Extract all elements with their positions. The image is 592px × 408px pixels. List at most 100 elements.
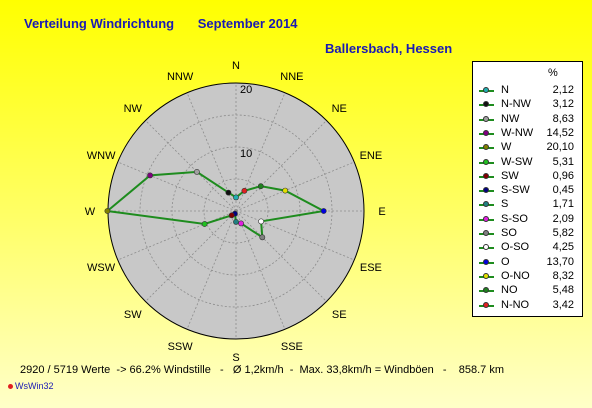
legend-value: 5,48 — [552, 284, 574, 297]
direction-label: ESE — [360, 262, 382, 274]
legend-unit: % — [548, 67, 558, 79]
legend-value: 3,12 — [552, 98, 574, 111]
direction-label: SE — [332, 309, 347, 321]
grid-spoke — [145, 210, 237, 302]
direction-label: SW — [124, 309, 142, 321]
data-point — [257, 183, 264, 190]
legend-value: 8,32 — [552, 269, 574, 282]
direction-label: N — [232, 60, 240, 72]
data-point — [233, 218, 239, 225]
legend-direction: S — [501, 198, 509, 211]
legend-marker-icon — [483, 301, 489, 308]
legend-value: 5,82 — [552, 227, 574, 239]
legend-value: 3,42 — [552, 298, 574, 311]
legend-row: SO 5,82 — [473, 226, 582, 242]
copyright-text: WsWin32 — [15, 381, 54, 391]
legend-marker-icon — [483, 101, 489, 108]
copyright: WsWin32 — [8, 381, 54, 391]
legend-row: S-SO 2,09 — [473, 212, 582, 228]
legend-value: 2,09 — [552, 212, 574, 225]
legend-row: NW 8,63 — [473, 112, 582, 128]
legend-row: O 13,70 — [473, 255, 582, 271]
location-label: Ballersbach, Hessen — [325, 41, 453, 56]
copyright-dot-icon — [8, 384, 13, 390]
legend-marker-icon — [483, 158, 489, 165]
legend-row: SW 0,96 — [473, 169, 582, 185]
legend-row: N 2,12 — [473, 83, 582, 99]
legend-marker-icon — [483, 215, 489, 222]
legend-row: O-NO 8,32 — [473, 269, 582, 285]
legend-direction: W-NW — [501, 126, 534, 139]
legend-row: O-SO 4,25 — [473, 240, 582, 256]
legend-direction: NW — [501, 112, 520, 125]
grid-spoke — [186, 210, 237, 330]
direction-label: ENE — [360, 150, 383, 162]
legend-row: W 20,10 — [473, 140, 582, 156]
legend-marker-icon — [483, 172, 489, 179]
legend-direction: O — [501, 255, 510, 268]
direction-label: NW — [124, 103, 143, 115]
data-point — [320, 208, 327, 214]
title-text: Verteilung Windrichtung — [24, 16, 175, 31]
legend-row: W-NW 14,52 — [473, 126, 582, 142]
data-point — [104, 208, 111, 214]
legend-row: S-SW 0,45 — [473, 183, 582, 199]
data-point — [282, 187, 289, 194]
data-point — [193, 168, 200, 175]
direction-label: WSW — [87, 262, 116, 274]
legend-direction: N-NO — [501, 298, 530, 311]
legend-row: W-SW 5,31 — [473, 155, 582, 171]
legend-marker-icon — [483, 244, 489, 251]
title-date: September 2014 — [197, 16, 298, 31]
legend-value: 0,45 — [552, 184, 574, 197]
direction-label: SSE — [281, 341, 303, 353]
ring-label: 10 — [240, 148, 252, 160]
data-point — [258, 218, 264, 225]
footer-stats: 2920 / 5719 Werte -> 66.2% Windstille - … — [20, 364, 505, 376]
legend-direction: S-SW — [501, 184, 530, 197]
direction-label: NNE — [280, 71, 303, 83]
legend-marker-icon — [483, 129, 489, 136]
legend-value: 1,71 — [552, 198, 574, 211]
legend-direction: NO — [501, 284, 518, 297]
grid-spoke — [235, 210, 355, 261]
legend-value: 0,96 — [552, 169, 574, 182]
legend-value: 4,25 — [552, 241, 574, 254]
legend-marker-icon — [483, 187, 489, 194]
legend-marker-icon — [483, 115, 489, 122]
legend-direction: W — [501, 141, 512, 154]
data-point — [241, 187, 248, 194]
grid-spoke — [235, 210, 286, 330]
legend-row: NO 5,48 — [473, 283, 582, 299]
legend-marker-icon — [483, 230, 489, 236]
legend-marker-icon — [483, 201, 489, 208]
direction-label: NNW — [167, 71, 194, 83]
legend: % N 2,12 N-NW 3,12 NW 8,63 W-NW 14,52 W 20,10 W-SW… — [472, 61, 583, 317]
legend-marker-icon — [483, 258, 489, 265]
grid-spoke — [235, 210, 327, 302]
legend-row: S 1,71 — [473, 197, 582, 213]
legend-row: N-NO 3,42 — [473, 298, 582, 314]
legend-value: 13,70 — [546, 255, 574, 268]
ring-label: 20 — [240, 84, 252, 96]
grid-spoke — [145, 120, 237, 212]
data-point — [201, 221, 208, 227]
legend-value: 5,31 — [552, 155, 574, 168]
direction-label: WNW — [87, 150, 116, 162]
data-point — [259, 234, 266, 241]
legend-marker-icon — [483, 144, 489, 151]
legend-marker-icon — [483, 287, 489, 294]
direction-label: SSW — [168, 341, 194, 353]
legend-direction: O-SO — [501, 241, 530, 254]
legend-direction: N-NW — [501, 98, 531, 111]
legend-direction: W-SW — [501, 155, 533, 168]
grid-spoke — [117, 210, 237, 261]
legend-value: 14,52 — [546, 126, 574, 139]
grid-spoke — [117, 161, 237, 212]
legend-direction: N — [501, 84, 509, 96]
grid-spoke — [235, 120, 327, 212]
chart-title: Verteilung Windrichtung September 2014 — [24, 16, 297, 31]
data-point — [147, 172, 153, 179]
direction-label: E — [378, 206, 385, 218]
